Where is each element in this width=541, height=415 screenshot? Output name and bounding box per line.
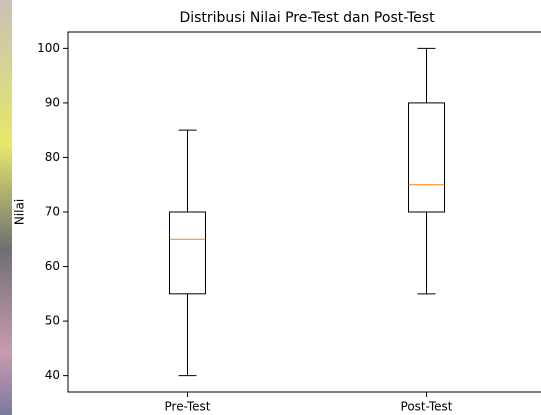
y-tick-label: 50 xyxy=(45,314,60,328)
y-tick-label: 100 xyxy=(37,41,60,55)
y-tick-label: 40 xyxy=(45,368,60,382)
x-tick-label: Post-Test xyxy=(401,400,453,414)
y-tick-label: 80 xyxy=(45,150,60,164)
box xyxy=(408,102,445,213)
box xyxy=(169,211,206,295)
y-tick-label: 90 xyxy=(45,95,60,109)
y-tick-label: 70 xyxy=(45,205,60,219)
plot-frame xyxy=(67,31,541,393)
y-tick-label: 60 xyxy=(45,259,60,273)
y-axis-label: Nilai xyxy=(13,199,27,225)
x-tick-label: Pre-Test xyxy=(165,400,211,414)
chart-title: Distribusi Nilai Pre-Test dan Post-Test xyxy=(179,10,435,26)
photo-strip xyxy=(0,0,12,415)
